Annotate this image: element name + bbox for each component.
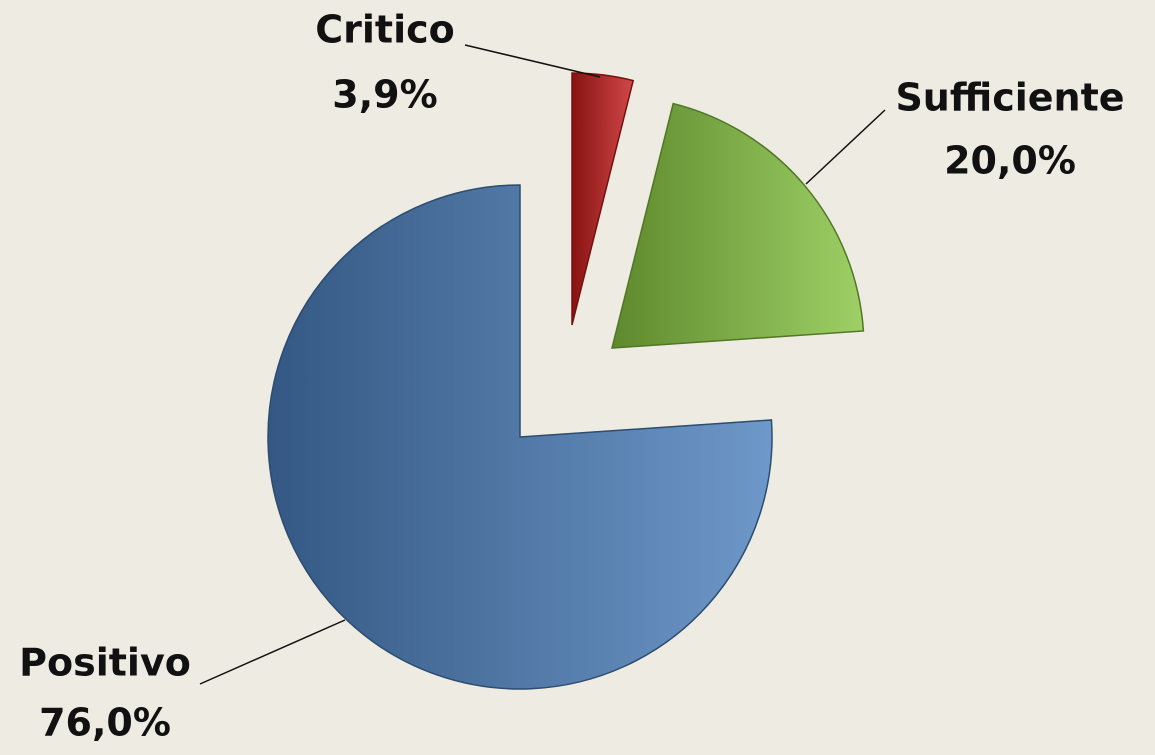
leader-line xyxy=(464,44,601,78)
slice-label: Sufficiente xyxy=(895,76,1124,120)
leader-line xyxy=(805,109,886,185)
slice-value-label: 76,0% xyxy=(39,701,171,745)
slice-label: Critico xyxy=(315,8,454,52)
slice-label: Positivo xyxy=(19,641,191,685)
pie-slice xyxy=(571,72,635,326)
slice-value-label: 20,0% xyxy=(944,139,1076,183)
leader-line xyxy=(199,619,346,685)
slice-value-label: 3,9% xyxy=(332,73,437,117)
pie-slice xyxy=(611,102,865,349)
pie-slice xyxy=(267,184,773,690)
